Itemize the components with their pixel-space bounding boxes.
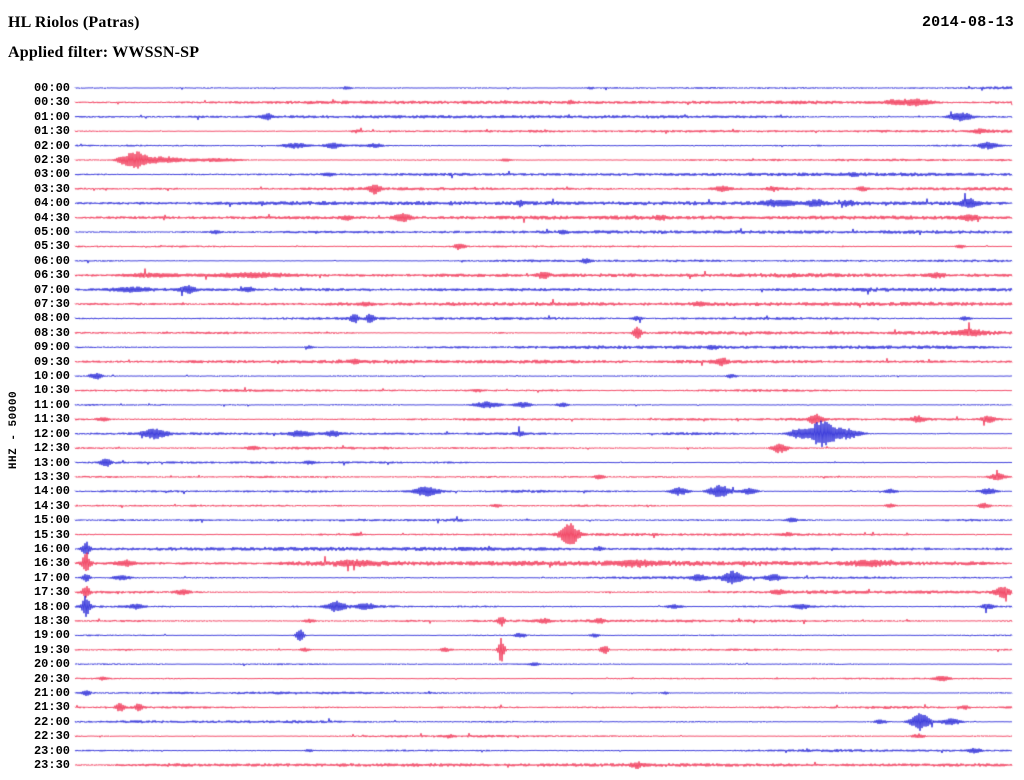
time-label: 11:00 [33, 397, 70, 412]
time-label: 22:00 [33, 714, 70, 729]
time-label: 17:30 [33, 585, 70, 600]
time-label: 17:00 [33, 570, 70, 585]
time-label: 16:30 [33, 556, 70, 571]
time-label: 08:30 [33, 325, 70, 340]
time-label: 02:30 [33, 153, 70, 168]
time-label: 20:00 [33, 657, 70, 672]
time-label: 04:00 [33, 196, 70, 211]
time-label: 23:30 [33, 758, 70, 772]
time-label: 12:30 [33, 441, 70, 456]
time-label: 05:30 [33, 239, 70, 254]
time-label: 21:30 [33, 700, 70, 715]
time-label: 15:00 [33, 513, 70, 528]
time-label: 15:30 [33, 527, 70, 542]
time-label: 10:30 [33, 383, 70, 398]
time-label: 09:30 [33, 354, 70, 369]
time-label: 07:00 [33, 282, 70, 297]
time-label: 03:30 [33, 181, 70, 196]
station-title: HL Riolos (Patras) [8, 14, 140, 31]
time-label: 10:00 [33, 369, 70, 384]
time-label: 14:00 [33, 484, 70, 499]
time-label: 13:00 [33, 455, 70, 470]
time-label: 14:30 [33, 498, 70, 513]
time-label: 03:00 [33, 167, 70, 182]
time-label: 11:30 [33, 412, 70, 427]
time-label: 23:00 [33, 743, 70, 758]
time-label: 19:30 [33, 642, 70, 657]
time-label: 18:30 [33, 613, 70, 628]
time-label: 06:00 [33, 253, 70, 268]
filter-label: Applied filter: WWSSN-SP [8, 44, 200, 61]
channel-scale-label: HHZ - 50000 [8, 390, 20, 470]
time-label: 09:00 [33, 340, 70, 355]
time-label: 01:00 [33, 109, 70, 124]
time-label: 22:30 [33, 729, 70, 744]
time-label: 08:00 [33, 311, 70, 326]
time-label: 16:00 [33, 541, 70, 556]
record-date: 2014-08-13 [921, 14, 1014, 31]
time-label: 21:00 [33, 685, 70, 700]
time-label: 18:00 [33, 599, 70, 614]
time-label: 20:30 [33, 671, 70, 686]
time-label: 00:30 [33, 95, 70, 110]
time-label: 00:00 [33, 81, 70, 95]
time-label: 02:00 [33, 138, 70, 153]
time-label: 19:00 [33, 628, 70, 643]
time-label: 12:00 [33, 426, 70, 441]
time-label: 07:30 [33, 297, 70, 312]
time-label: 01:30 [33, 124, 70, 139]
time-label: 13:30 [33, 469, 70, 484]
time-label: 05:00 [33, 225, 70, 240]
time-label: 04:30 [33, 210, 70, 225]
time-label: 06:30 [33, 268, 70, 283]
